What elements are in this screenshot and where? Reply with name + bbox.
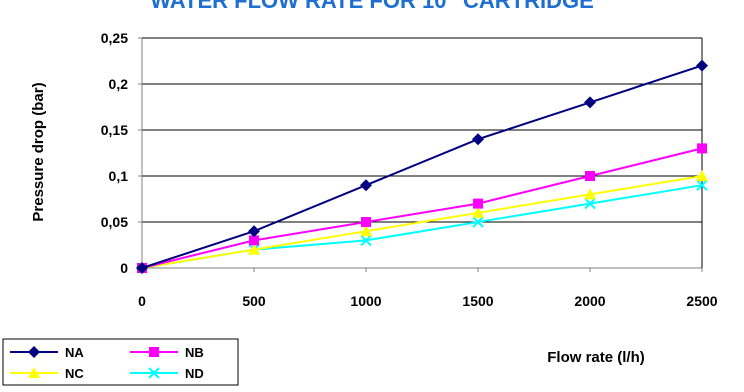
data-point-na bbox=[696, 59, 708, 72]
x-tick-labels: 0 500 1000 1500 2000 2500 bbox=[138, 293, 718, 309]
data-point-na bbox=[360, 179, 372, 192]
legend-marker-nd bbox=[148, 367, 160, 379]
legend-label-na: NA bbox=[65, 345, 84, 360]
axes bbox=[138, 37, 703, 272]
y-axis-title: Pressure drop (bar) bbox=[30, 82, 47, 221]
legend-item-nd: ND bbox=[130, 366, 204, 381]
legend-label-nd: ND bbox=[185, 366, 204, 381]
data-point-nb bbox=[585, 171, 595, 181]
data-point-nc bbox=[360, 225, 372, 237]
x-tick-label: 2500 bbox=[686, 293, 717, 309]
x-tick-label: 1500 bbox=[462, 293, 493, 309]
x-tick-label: 0 bbox=[138, 293, 146, 309]
y-tick-label: 0,2 bbox=[109, 76, 129, 92]
y-tick-label: 0,05 bbox=[101, 214, 128, 230]
legend-label-nb: NB bbox=[185, 345, 204, 360]
data-point-nd bbox=[472, 216, 484, 228]
data-point-nc bbox=[696, 170, 708, 181]
x-tick-label: 2000 bbox=[574, 293, 605, 309]
series-lines bbox=[136, 59, 708, 274]
data-point-nb bbox=[361, 217, 371, 227]
legend-marker-nb bbox=[149, 347, 159, 357]
legend-item-nb: NB bbox=[130, 345, 204, 360]
series-line-nb bbox=[141, 147, 703, 269]
data-point-na bbox=[472, 133, 484, 146]
x-axis-title: Flow rate (l/h) bbox=[547, 349, 645, 366]
x-tick-label: 1000 bbox=[350, 293, 381, 309]
data-point-nb bbox=[473, 198, 483, 209]
data-point-na bbox=[136, 262, 148, 274]
chart-title: WATER FLOW RATE FOR 10" CARTRIDGE bbox=[150, 0, 594, 13]
series-line-nc bbox=[141, 175, 703, 269]
data-point-nb bbox=[249, 235, 259, 246]
y-tick-label: 0,15 bbox=[101, 122, 128, 138]
y-tick-label: 0,25 bbox=[101, 30, 128, 46]
plot-area bbox=[142, 38, 702, 268]
data-point-nd bbox=[696, 179, 708, 191]
data-point-nb bbox=[697, 143, 707, 154]
y-tick-label: 0,1 bbox=[109, 168, 129, 184]
data-point-nc bbox=[472, 206, 484, 218]
gridlines bbox=[142, 37, 702, 223]
legend-marker-na bbox=[28, 346, 40, 358]
series-line-na bbox=[141, 64, 703, 269]
y-tick-labels: 0 0,05 0,1 0,15 0,2 0,25 bbox=[101, 30, 128, 276]
legend: NA NB NC ND bbox=[2, 338, 239, 386]
data-point-nd bbox=[360, 234, 372, 247]
data-point-na bbox=[584, 96, 596, 109]
legend-box bbox=[2, 338, 239, 386]
x-tick-label: 500 bbox=[242, 293, 266, 309]
data-point-na bbox=[248, 225, 260, 238]
series-na bbox=[136, 59, 708, 274]
legend-label-nc: NC bbox=[65, 366, 84, 381]
legend-item-na: NA bbox=[10, 345, 84, 360]
legend-marker-nc bbox=[28, 367, 40, 378]
data-point-nc bbox=[584, 188, 596, 200]
legend-item-nc: NC bbox=[10, 366, 84, 381]
data-point-nc bbox=[248, 243, 260, 255]
y-tick-label: 0 bbox=[120, 260, 128, 276]
data-point-nd bbox=[584, 197, 596, 210]
